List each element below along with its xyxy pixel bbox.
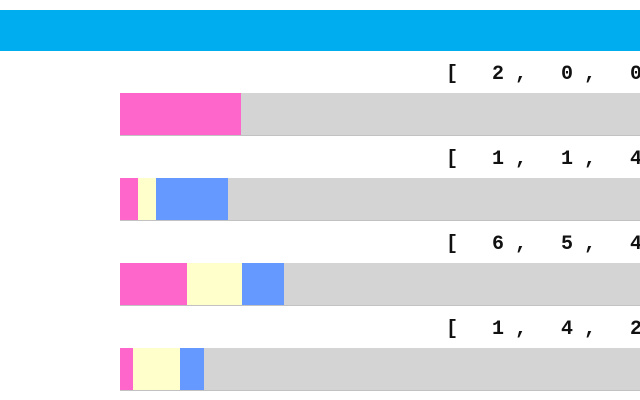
bar-segment-1 bbox=[120, 93, 242, 136]
row-item: [ 1, 4, 2 bbox=[0, 315, 640, 400]
row-item: [ 1, 1, 4 bbox=[0, 145, 640, 230]
row-label: [ 6, 5, 4 bbox=[446, 233, 640, 256]
bar-segment-1 bbox=[120, 263, 188, 306]
bar-segment-1 bbox=[120, 348, 133, 391]
bar-segment-1 bbox=[120, 178, 139, 221]
row-item: [ 2, 0, 0 bbox=[0, 60, 640, 145]
bar-track bbox=[120, 263, 640, 306]
header-bar bbox=[0, 10, 640, 51]
bar-segment-3 bbox=[156, 178, 229, 221]
row-item: [ 6, 5, 4 bbox=[0, 230, 640, 315]
bar-segment-2 bbox=[133, 348, 180, 391]
row-label: [ 2, 0, 0 bbox=[446, 63, 640, 86]
bar-track bbox=[120, 348, 640, 391]
row-label: [ 1, 1, 4 bbox=[446, 148, 640, 171]
bar-track-underline bbox=[120, 305, 640, 306]
bar-track-underline bbox=[120, 135, 640, 136]
bar-track-underline bbox=[120, 390, 640, 391]
bar-segment-3 bbox=[242, 263, 284, 306]
bar-track bbox=[120, 93, 640, 136]
bar-track-underline bbox=[120, 220, 640, 221]
bar-track bbox=[120, 178, 640, 221]
bar-segment-2 bbox=[187, 263, 243, 306]
row-label: [ 1, 4, 2 bbox=[446, 318, 640, 341]
bar-segment-3 bbox=[179, 348, 204, 391]
bar-segment-2 bbox=[138, 178, 157, 221]
